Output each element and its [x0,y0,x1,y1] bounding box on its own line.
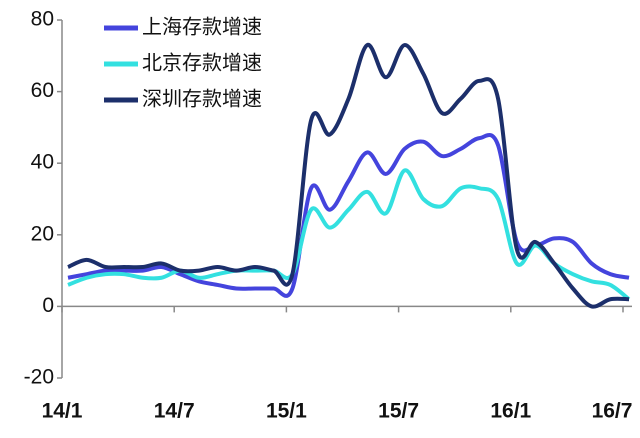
series-line [67,43,630,309]
y-tick-label: 40 [31,151,54,174]
legend-label: 深圳存款增速 [142,87,262,110]
x-tick-label: 14/7 [154,400,195,423]
x-tick-label: 16/7 [592,400,633,423]
series-line [67,168,631,301]
y-tick-label: 20 [31,222,54,245]
y-tick-label: 80 [31,8,54,31]
x-tick-label: 14/1 [42,400,83,423]
x-tick-label: 15/7 [378,400,419,423]
x-tick-label: 16/1 [490,400,531,423]
y-tick-label: 60 [31,79,54,102]
series-line [67,133,630,298]
y-tick-label: -20 [24,366,54,389]
y-tick-label: 0 [42,294,54,317]
legend-label: 北京存款增速 [142,51,262,74]
legend-label: 上海存款增速 [142,15,262,38]
x-tick-label: 15/1 [266,400,307,423]
